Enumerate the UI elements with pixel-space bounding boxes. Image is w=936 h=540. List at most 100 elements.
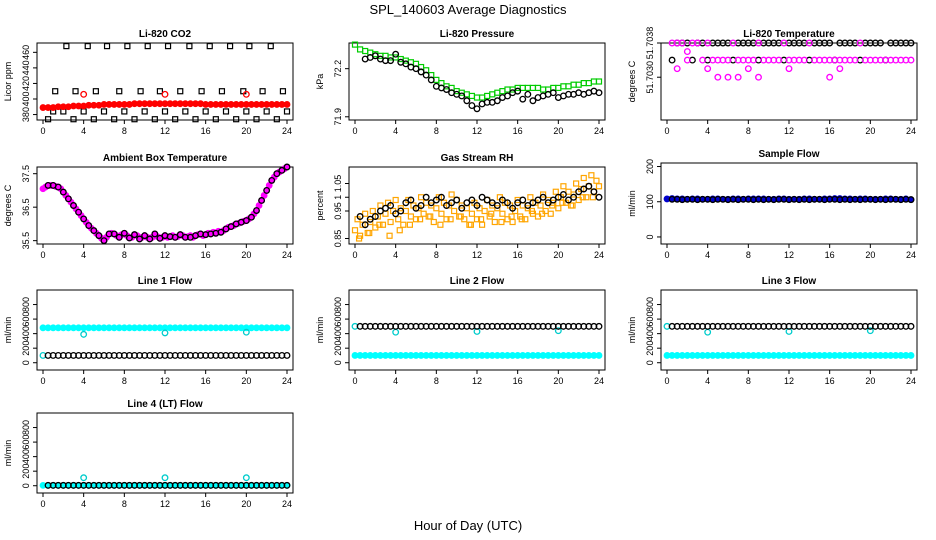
- rh-point: [387, 202, 395, 209]
- rh-point: [379, 221, 387, 228]
- co2-point: [212, 116, 219, 123]
- co2-ylabel: Licor ppm: [3, 62, 13, 102]
- temp-point: [734, 73, 742, 81]
- line1-xtick-label: 4: [81, 376, 86, 386]
- rh-point: [382, 210, 389, 217]
- temp-point: [699, 56, 707, 64]
- co2-point: [243, 108, 250, 115]
- rh-xtick-label: 16: [513, 250, 523, 260]
- rh-point: [499, 210, 506, 217]
- line2-title: Line 2 Flow: [450, 276, 505, 287]
- ambient-point: [95, 232, 103, 240]
- line2-series-2: [356, 322, 603, 330]
- ambient-point: [54, 183, 62, 191]
- line4-point: [242, 474, 250, 482]
- co2-title: Li-820 CO2: [139, 29, 192, 40]
- ambient-ytick-label: 36.5: [21, 198, 31, 216]
- pressure-xtick-label: 8: [434, 126, 439, 136]
- rh-point: [416, 216, 424, 223]
- temp-point: [826, 39, 834, 47]
- rh-point: [589, 194, 597, 201]
- line2-ytick-label: 200: [333, 341, 343, 356]
- ambient-point: [176, 231, 184, 239]
- rh-point: [473, 202, 481, 209]
- pressure-point: [392, 50, 400, 58]
- temp-panel: Li-820 Temperature degrees C 0 4 8 12 16 20 24 51…: [627, 27, 918, 136]
- pressure-point: [468, 92, 476, 100]
- sample-point: [907, 196, 915, 204]
- rh-point: [570, 193, 578, 201]
- ambient-point: [247, 213, 255, 221]
- rh-point: [402, 199, 410, 207]
- rh-point: [397, 207, 405, 215]
- rh-ytick-label: 0.95: [333, 202, 343, 220]
- rh-point: [359, 221, 366, 228]
- co2-point: [84, 43, 91, 50]
- temp-point: [907, 56, 915, 64]
- rh-point: [395, 216, 402, 223]
- line2-point: [392, 328, 400, 336]
- co2-point: [263, 108, 270, 115]
- pressure-ytick-label: 72.2: [333, 60, 343, 78]
- pressure-point: [529, 97, 537, 105]
- pressure-xtick-label: 12: [472, 126, 482, 136]
- co2-point: [70, 116, 77, 123]
- rh-point: [498, 196, 506, 204]
- rh-point: [575, 188, 583, 196]
- ambient-point: [131, 231, 138, 239]
- co2-point: [137, 88, 144, 95]
- pressure-point: [478, 94, 486, 101]
- rh-point: [412, 216, 420, 223]
- line2-panel: Line 2 Flow ml/min 0 4 8 12 16 20 24 0 20040060080…: [315, 276, 606, 386]
- rh-point: [437, 221, 444, 228]
- rh-point: [527, 194, 534, 201]
- rh-point: [456, 213, 463, 220]
- pressure-title: Li-820 Pressure: [440, 29, 515, 40]
- co2-point: [279, 88, 287, 95]
- co2-point: [121, 108, 128, 115]
- line4-ytick-label: 0: [21, 483, 31, 488]
- rh-point: [552, 188, 559, 195]
- pressure-series-1: [361, 50, 603, 113]
- rh-point: [514, 199, 522, 207]
- pressure-panel: Li-820 Pressure kPa 0 4 8 12 16 20 24 71.9 72.2: [315, 29, 606, 136]
- temp-ytick-label: 51.7030: [645, 61, 655, 94]
- line2-xtick-label: 4: [393, 376, 398, 386]
- rh-point: [590, 188, 598, 196]
- temp-series-1: [668, 39, 915, 81]
- pressure-point: [519, 95, 527, 103]
- rh-point: [549, 196, 557, 204]
- co2-series-1: [39, 100, 291, 111]
- rh-point: [522, 216, 529, 223]
- co2-point: [218, 88, 226, 95]
- rh-point: [537, 202, 544, 209]
- pressure-point: [514, 87, 522, 95]
- pressure-point: [595, 78, 603, 85]
- ambient-point: [125, 234, 133, 242]
- line1-point: [161, 329, 169, 337]
- co2-point: [90, 116, 97, 123]
- line1-ylabel: ml/min: [3, 317, 13, 344]
- temp-point: [673, 65, 681, 73]
- sample-ytick-label: 200: [645, 159, 655, 174]
- ambient-point: [278, 166, 286, 174]
- co2-point: [226, 43, 234, 50]
- line3-xtick-label: 8: [746, 376, 751, 386]
- rh-point: [585, 182, 593, 190]
- rh-point: [457, 213, 464, 220]
- co2-series-0: [44, 43, 291, 123]
- rh-ytick-label: 1: [333, 195, 343, 200]
- rh-ylabel: percent: [315, 190, 325, 221]
- co2-ytick-label: 400: [21, 91, 31, 106]
- temp-point: [683, 48, 691, 56]
- rh-point: [443, 216, 450, 223]
- co2-point: [283, 108, 291, 115]
- co2-point: [103, 43, 111, 50]
- line2-point: [554, 327, 562, 335]
- rh-point: [376, 207, 384, 215]
- pressure-point: [524, 90, 532, 98]
- line4-ylabel: ml/min: [3, 440, 13, 467]
- line3-point: [907, 352, 915, 359]
- rh-point: [498, 218, 505, 226]
- temp-ylabel: degrees C: [627, 60, 637, 102]
